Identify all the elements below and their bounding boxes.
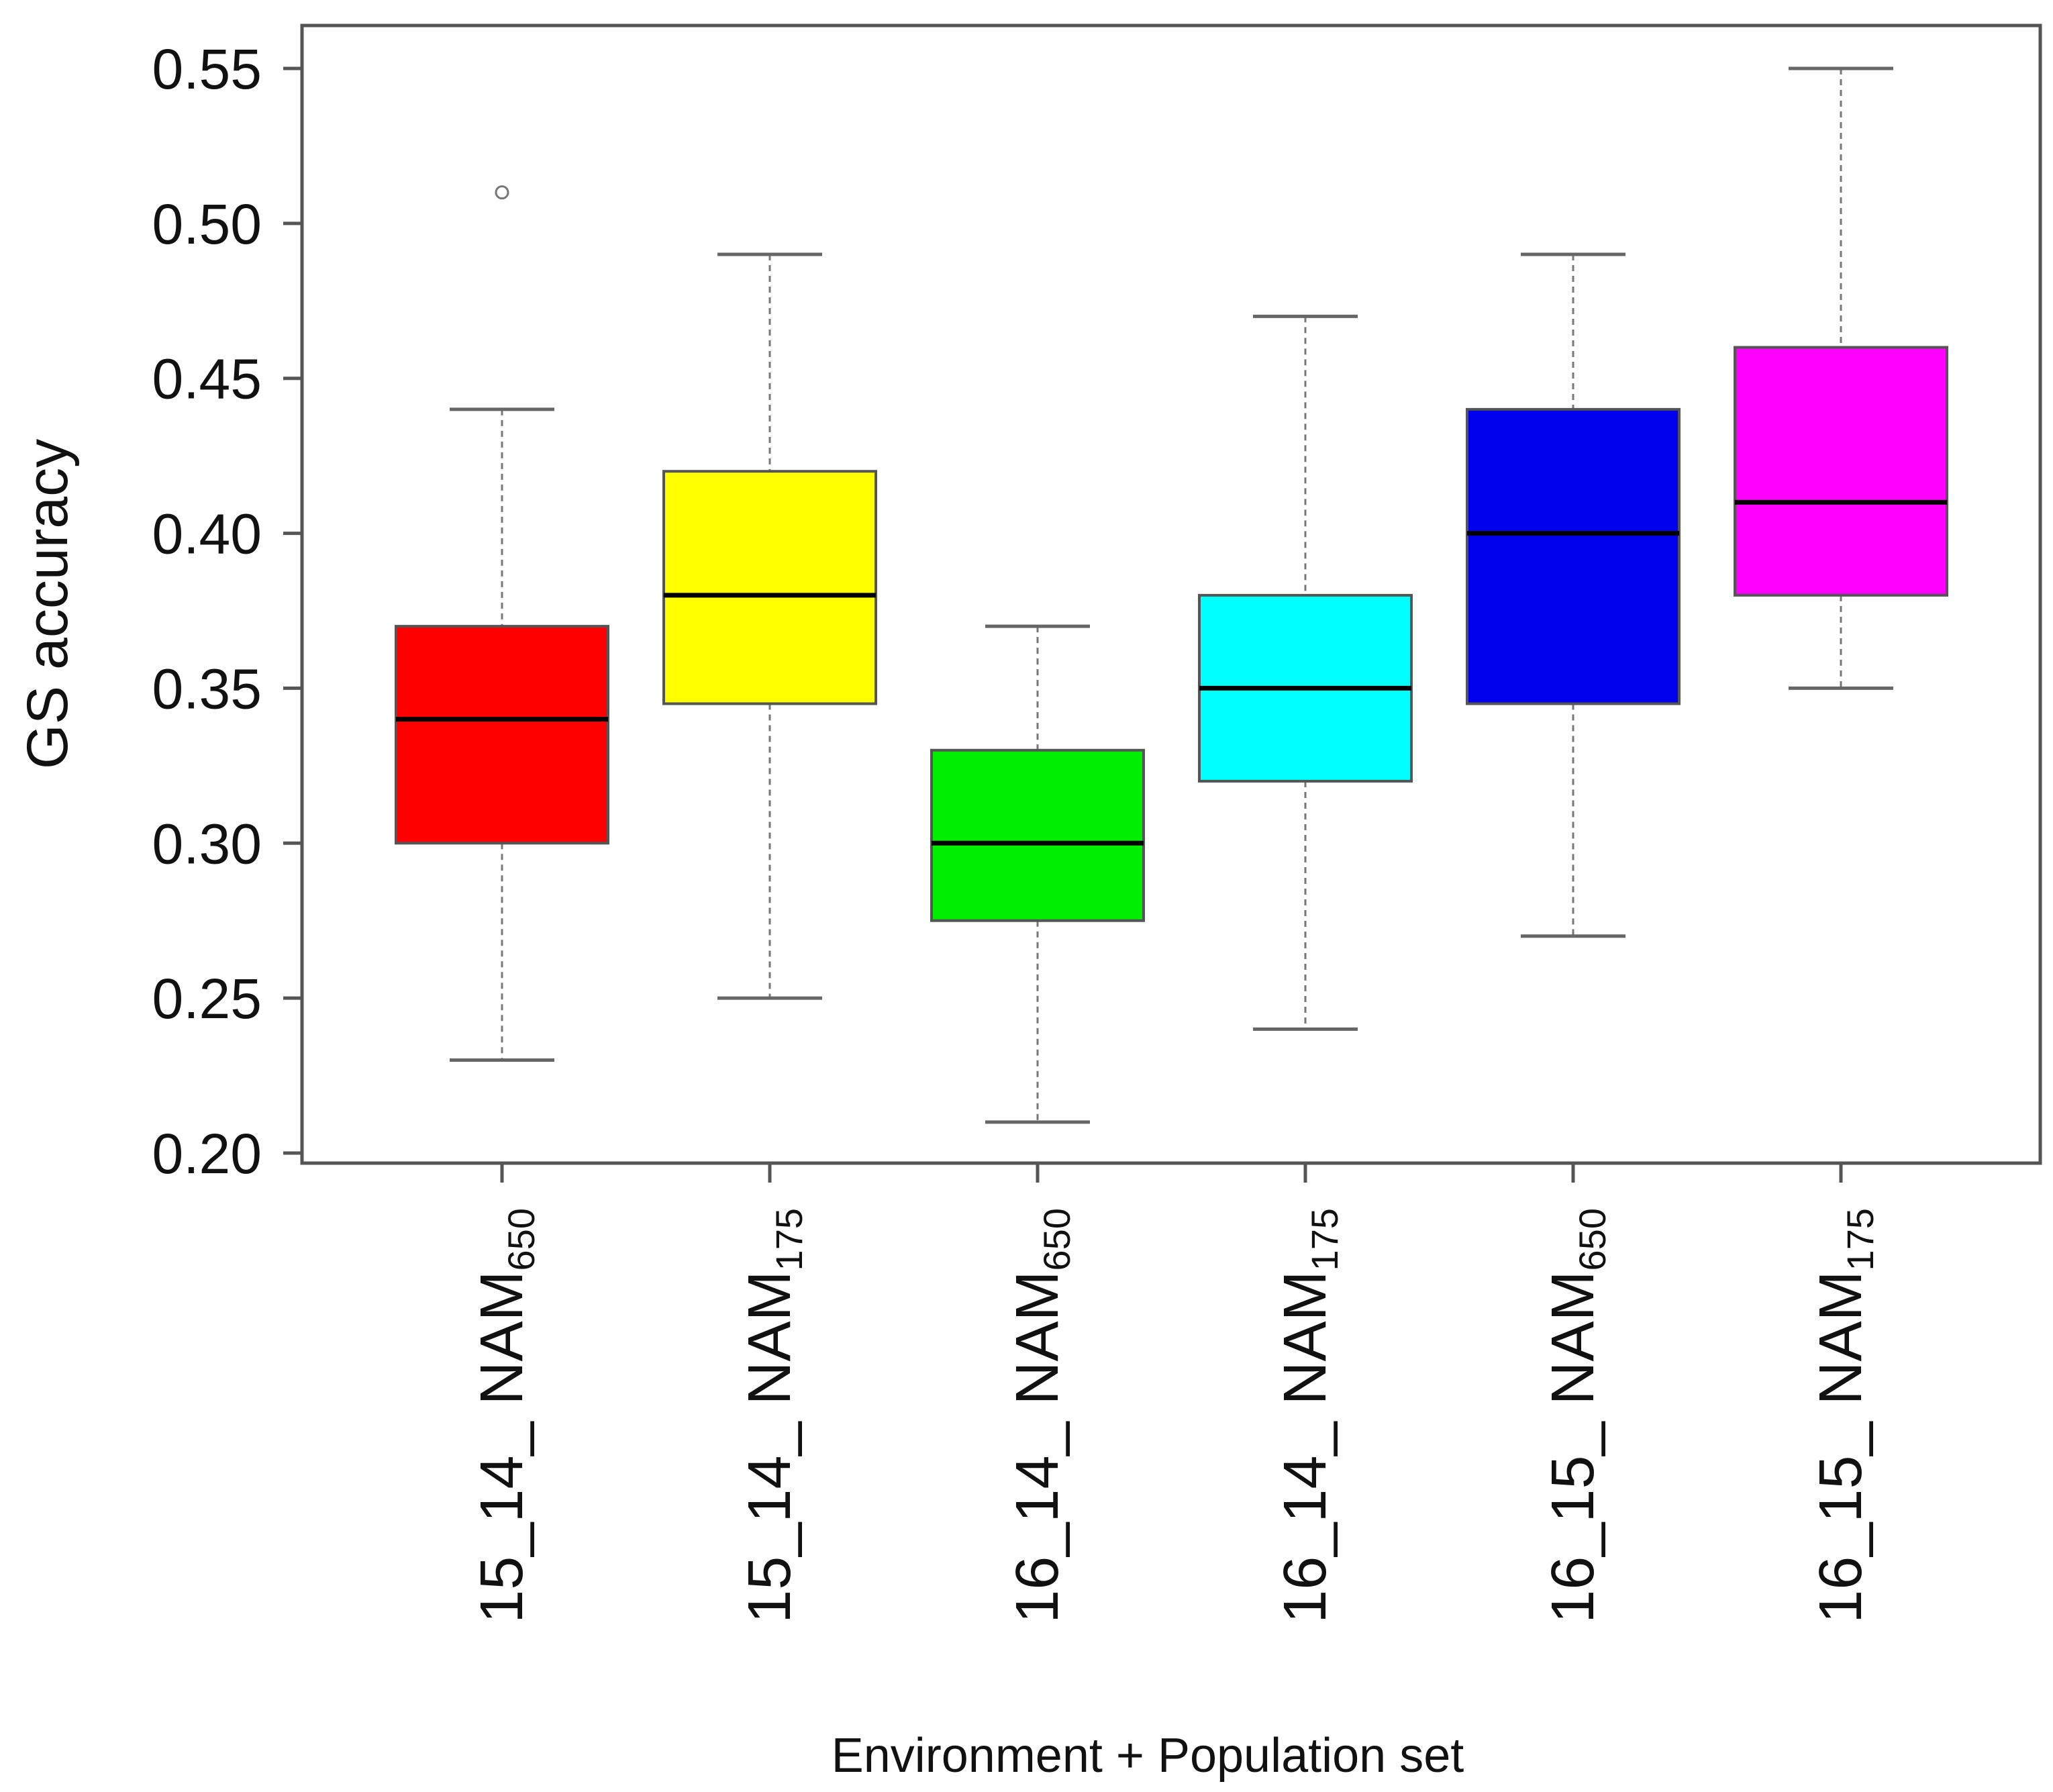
x-tick-label: 16_15_ NAM650 — [1540, 1208, 1613, 1624]
x-axis-title: Environment + Population set — [832, 1729, 1464, 1783]
y-tick-label: 0.45 — [152, 348, 262, 411]
y-tick-label: 0.30 — [152, 812, 262, 875]
x-tick-label: 16_14_ NAM175 — [1272, 1208, 1346, 1624]
box-5 — [1466, 252, 1681, 938]
box-3 — [930, 624, 1145, 1124]
box-iqr — [1466, 407, 1681, 705]
box-iqr — [1734, 346, 1948, 597]
x-tick-label: 15_14_ NAM650 — [468, 1208, 542, 1624]
box-series — [395, 66, 1948, 1124]
x-tick-label: 16_14_ NAM650 — [1004, 1208, 1078, 1624]
y-tick-label: 0.35 — [152, 657, 262, 720]
y-axis-title: GS accuracy — [15, 439, 80, 769]
y-tick-label: 0.55 — [152, 38, 262, 101]
y-tick-label: 0.25 — [152, 967, 262, 1030]
x-axis: 15_14_ NAM650 15_14_ NAM175 16_14_ NAM650 1… — [468, 1163, 1881, 1624]
plot-frame — [300, 23, 2042, 1165]
box-4 — [1198, 314, 1413, 1031]
box-iqr — [662, 470, 877, 705]
y-tick-label: 0.20 — [152, 1122, 262, 1185]
y-axis: 0.20 0.25 0.30 0.35 0.40 0.45 0.50 0.55 — [152, 38, 302, 1185]
outlier-point — [495, 185, 509, 200]
box-iqr — [395, 625, 609, 845]
y-tick-label: 0.50 — [152, 193, 262, 256]
box-6 — [1734, 66, 1948, 690]
box-2 — [662, 252, 877, 1000]
x-tick-label: 16_15_ NAM175 — [1807, 1208, 1881, 1624]
box-1 — [395, 185, 609, 1062]
box-iqr — [930, 748, 1145, 922]
y-tick-label: 0.40 — [152, 503, 262, 566]
x-tick-label: 15_14_ NAM175 — [736, 1208, 810, 1624]
